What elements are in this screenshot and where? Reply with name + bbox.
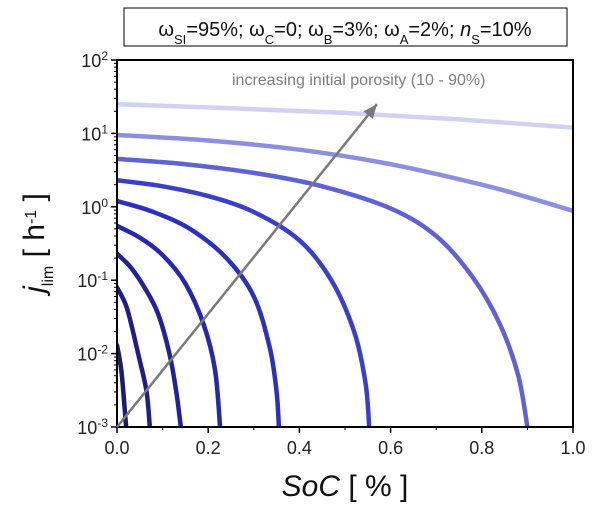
annotation-text: increasing initial porosity (10 - 90%): [232, 72, 485, 89]
series-line-4: [117, 223, 223, 427]
parameter-text-part: =10%: [480, 19, 532, 41]
y-axis-label: jlim [ h-1 ]: [18, 193, 57, 297]
x-tick-label: 0.8: [469, 438, 494, 458]
series-line-6: [117, 177, 372, 427]
parameter-text-part: B: [324, 32, 333, 47]
series-line-3: [117, 251, 184, 427]
y-tick-label: 101: [81, 122, 108, 144]
x-axis-ticks: 0.0 0.2 0.4 0.6 0.8 1.0: [104, 427, 586, 458]
parameter-text-part: =95%;: [186, 19, 249, 41]
parameter-text-part: =0;: [274, 19, 308, 41]
parameter-text-part: ω: [249, 19, 265, 41]
annotation-arrowhead: [363, 104, 377, 119]
series-line-5: [117, 198, 282, 427]
series-line-8: [117, 132, 573, 214]
parameter-text: ωSI=95%; ωC=0; ωB=3%; ωA=2%; nS=10%: [158, 19, 531, 47]
parameter-text-part: SI: [174, 32, 186, 47]
parameter-text-part: =3%;: [332, 19, 384, 41]
y-tick-label: 10-2: [77, 343, 108, 365]
parameter-text-part: ω: [384, 19, 400, 41]
parameter-text-part: C: [265, 32, 274, 47]
parameter-box-frame: [123, 7, 568, 47]
parameter-text-part: ω: [158, 19, 174, 41]
parameter-text-part: =2%;: [408, 19, 460, 41]
y-tick-label: 10-3: [77, 416, 108, 438]
parameter-text-part: ω: [308, 19, 324, 41]
annotation: increasing initial porosity (10 - 90%): [116, 72, 485, 428]
x-tick-label: 0.0: [104, 438, 129, 458]
y-axis-ticks: 10-3 10-2 10-1 100 101 102: [77, 49, 117, 438]
x-tick-label: 1.0: [560, 438, 585, 458]
plot-area: [117, 101, 573, 427]
y-tick-label: 10-1: [77, 269, 108, 291]
x-axis-label: SoC [ % ]: [282, 470, 409, 503]
series-line-9: [117, 101, 573, 130]
x-tick-label: 0.4: [287, 438, 312, 458]
x-tick-label: 0.6: [378, 438, 403, 458]
series-line-7: [117, 156, 530, 427]
y-tick-label: 102: [81, 49, 108, 71]
series-line-2: [117, 285, 153, 427]
parameter-text-part: S: [471, 32, 480, 47]
parameter-box: ωSI=95%; ωC=0; ωB=3%; ωA=2%; nS=10%: [123, 7, 568, 47]
annotation-arrow: [116, 103, 378, 428]
parameter-text-part: n: [460, 19, 471, 41]
series-line-1: [117, 342, 129, 427]
parameter-text-part: A: [400, 32, 409, 47]
x-tick-label: 0.2: [196, 438, 221, 458]
y-tick-label: 100: [81, 196, 108, 218]
